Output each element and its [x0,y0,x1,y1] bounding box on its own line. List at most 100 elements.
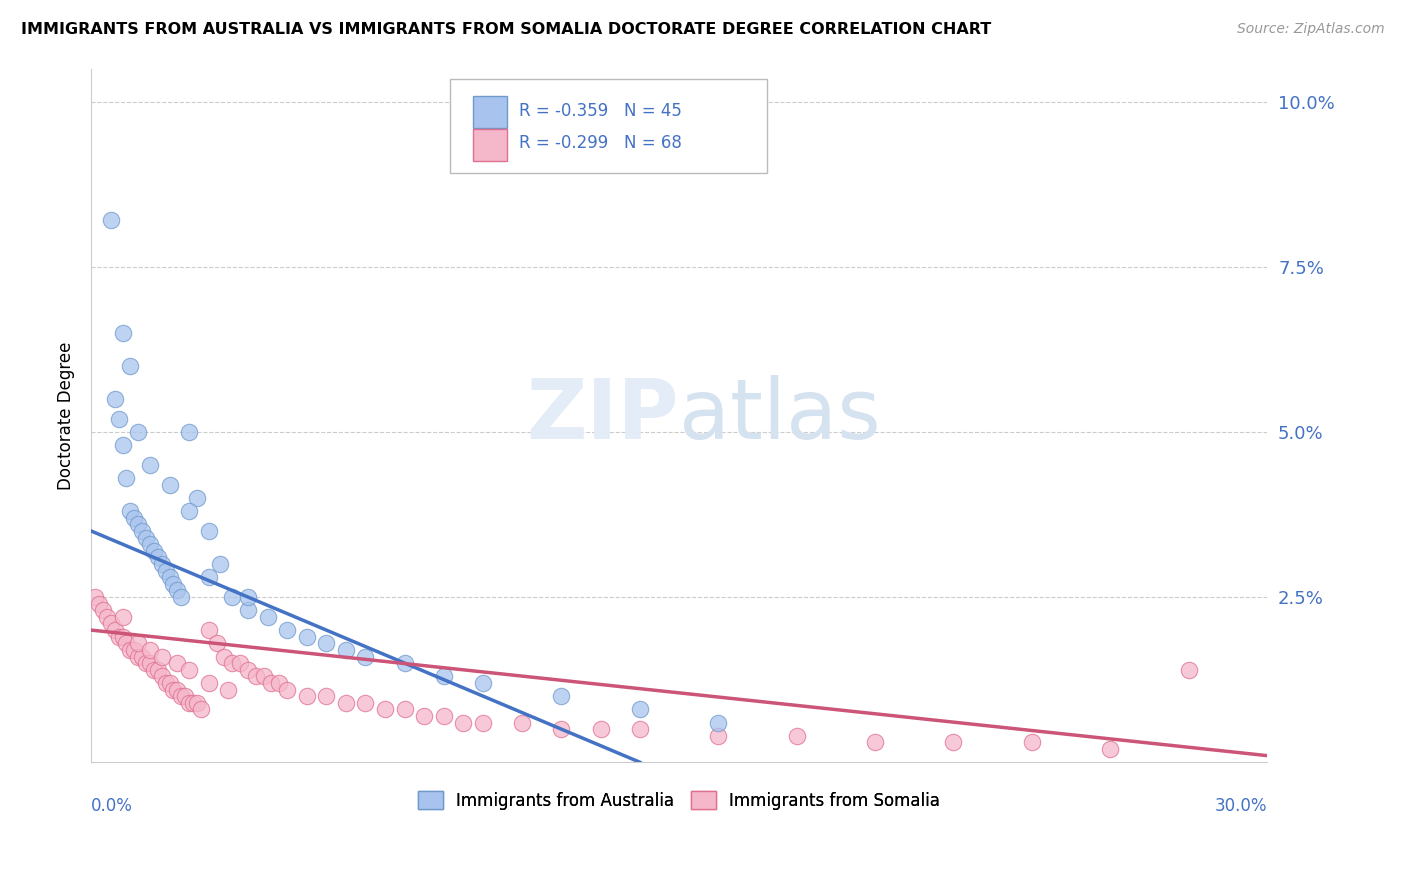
Point [295,689,318,703]
Point [472,715,495,730]
Point [104,623,127,637]
Point [433,669,456,683]
Point [162,577,184,591]
Point [127,517,149,532]
Y-axis label: Doctorate Degree: Doctorate Degree [58,341,75,490]
Point [179,663,201,677]
Point [122,643,145,657]
Point [150,557,173,571]
Point [104,392,127,406]
Point [236,663,259,677]
Point [146,663,169,677]
Point [315,636,337,650]
Point [179,425,201,439]
Text: Source: ZipAtlas.com: Source: ZipAtlas.com [1237,22,1385,37]
Point [120,504,142,518]
Point [139,458,162,472]
Point [186,696,208,710]
Point [139,656,162,670]
Text: R = -0.299   N = 68: R = -0.299 N = 68 [519,135,682,153]
Point [707,715,730,730]
Point [628,702,651,716]
Point [115,471,138,485]
Point [159,570,181,584]
Point [256,610,278,624]
Point [142,663,165,677]
Point [217,682,239,697]
Point [276,682,298,697]
Point [135,656,157,670]
Text: R = -0.359   N = 45: R = -0.359 N = 45 [519,102,682,120]
Point [197,524,219,538]
Point [111,438,134,452]
Point [394,656,416,670]
Point [229,656,252,670]
Point [100,213,122,227]
Point [1021,735,1043,749]
Point [155,676,177,690]
Point [120,643,142,657]
FancyBboxPatch shape [450,78,768,172]
Point [197,623,219,637]
Point [221,590,243,604]
Point [190,702,212,716]
Text: 30.0%: 30.0% [1215,797,1267,815]
Point [84,590,107,604]
Text: 0.0%: 0.0% [91,797,134,815]
Point [197,676,219,690]
Point [197,570,219,584]
FancyBboxPatch shape [474,128,508,161]
Point [146,550,169,565]
Point [122,510,145,524]
Point [111,630,134,644]
FancyBboxPatch shape [474,96,508,128]
Point [394,702,416,716]
Point [214,649,236,664]
Text: IMMIGRANTS FROM AUSTRALIA VS IMMIGRANTS FROM SOMALIA DOCTORATE DEGREE CORRELATIO: IMMIGRANTS FROM AUSTRALIA VS IMMIGRANTS … [21,22,991,37]
Point [179,696,201,710]
Point [115,636,138,650]
Point [139,537,162,551]
Point [120,359,142,373]
Point [166,656,188,670]
Point [252,669,274,683]
Point [335,696,357,710]
Point [186,491,208,505]
Point [150,669,173,683]
Point [413,709,436,723]
Point [315,689,337,703]
Point [87,597,110,611]
Point [159,676,181,690]
Point [107,411,129,425]
Point [245,669,267,683]
Point [127,636,149,650]
Point [170,689,193,703]
Point [127,649,149,664]
Legend: Immigrants from Australia, Immigrants from Somalia: Immigrants from Australia, Immigrants fr… [411,785,946,816]
Point [1177,663,1199,677]
Point [131,524,153,538]
Point [127,425,149,439]
Point [100,616,122,631]
Point [181,696,204,710]
Point [942,735,965,749]
Point [166,583,188,598]
Point [96,610,118,624]
Point [170,590,193,604]
Point [510,715,533,730]
Point [550,722,572,736]
Point [221,656,243,670]
Point [174,689,197,703]
Point [786,729,808,743]
Point [111,326,134,340]
Text: ZIP: ZIP [526,375,679,456]
Point [628,722,651,736]
Point [162,682,184,697]
Point [111,610,134,624]
Text: atlas: atlas [679,375,880,456]
Point [433,709,456,723]
Point [707,729,730,743]
Point [205,636,228,650]
Point [159,477,181,491]
Point [142,543,165,558]
